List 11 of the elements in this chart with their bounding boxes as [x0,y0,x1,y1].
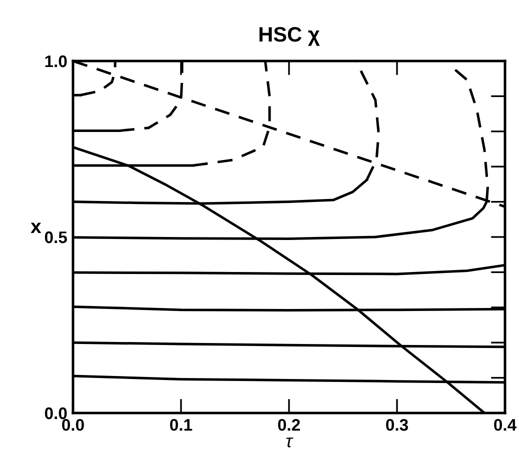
x-tick-label: 0.0 [62,418,84,431]
x-tick-label: 0.4 [494,418,516,431]
x-tick-label: 0.2 [278,418,300,431]
chart-title: HSC χ [260,27,320,46]
x-tick-label: 0.3 [386,418,408,431]
y-tick-label: 0.5 [44,231,67,244]
y-tick-label: 0.0 [44,407,67,420]
y-axis-title: x [30,222,42,233]
y-tick-label: 1.0 [45,55,67,68]
x-tick-label: 0.1 [170,418,192,431]
x-axis-title: τ [286,438,294,448]
